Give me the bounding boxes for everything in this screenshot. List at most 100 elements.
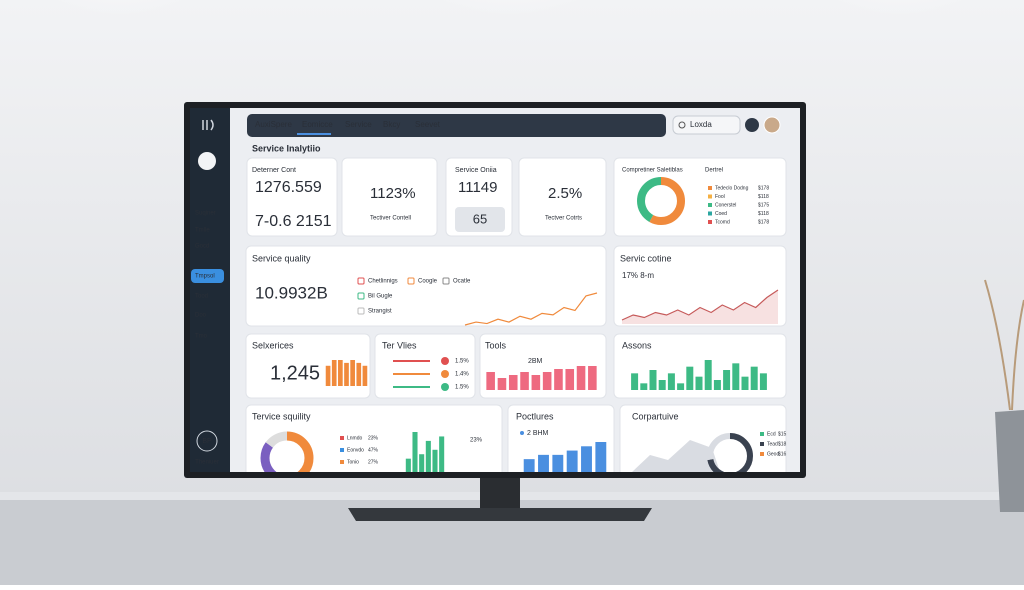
bar <box>759 373 767 390</box>
nav-active <box>297 133 331 135</box>
legend-label: Geod <box>767 451 779 457</box>
sidebar-item[interactable]: Tood <box>195 294 208 300</box>
slider-icon <box>441 370 449 378</box>
card-value: 7-0.6 2151 <box>255 213 332 230</box>
bar <box>419 454 425 472</box>
bar <box>552 454 564 472</box>
search-input[interactable]: Loxda <box>690 120 712 129</box>
sidebar-item[interactable]: Suqiner <box>195 211 216 217</box>
bar <box>432 449 438 472</box>
bar <box>520 372 529 390</box>
card-label: Tervice squility <box>252 411 311 421</box>
legend-label: Tonio <box>347 459 359 465</box>
legend-label: Coed <box>715 211 727 217</box>
card <box>613 245 787 327</box>
sidebar-item[interactable]: Tmpsol <box>195 274 215 280</box>
legend-label: Eonvdo <box>347 447 364 453</box>
bar <box>704 360 712 390</box>
legend-swatch <box>407 277 415 285</box>
sidebar-user-initials: BP <box>202 438 212 445</box>
bar <box>581 446 592 472</box>
card-value: 1,245 <box>270 362 320 384</box>
bar <box>667 373 675 390</box>
legend-swatch <box>340 460 344 464</box>
legend-value: $18 <box>778 441 787 447</box>
row-value: 1.5% <box>455 359 469 365</box>
bar <box>531 375 541 390</box>
bar <box>588 366 597 390</box>
bar <box>554 369 563 390</box>
card-value: 10.9932B <box>255 283 328 302</box>
page-title: Service Inalytiio <box>252 143 321 153</box>
legend-swatch <box>708 220 712 224</box>
bar <box>425 440 431 472</box>
legend-label: Ocatle <box>453 279 471 285</box>
legend-swatch <box>708 211 712 216</box>
nav-item[interactable]: Eomicce <box>302 120 333 129</box>
sidebar-item[interactable]: Tmlle <box>195 228 210 234</box>
legend-swatch <box>760 432 764 436</box>
bar <box>439 436 445 472</box>
search-button[interactable] <box>745 118 759 132</box>
legend-value: 27% <box>368 459 379 465</box>
sidebar-item[interactable]: Gocd <box>195 244 209 250</box>
search-icon <box>678 121 686 129</box>
top-bar <box>247 114 666 137</box>
card <box>341 157 438 237</box>
bar <box>497 378 507 390</box>
sidebar-user[interactable] <box>196 430 218 452</box>
badge-text: 65 <box>473 211 487 226</box>
card-label: Service quality <box>252 253 311 263</box>
nav-item[interactable]: AuxiSpere <box>255 120 292 129</box>
spotlight <box>10 0 230 90</box>
nav-item[interactable]: Bkcy <box>383 120 400 129</box>
line <box>621 289 779 321</box>
legend-swatch <box>442 277 450 285</box>
badge <box>455 207 505 232</box>
legend-label: Lnmdo <box>347 435 363 441</box>
card-label: Compretiner Saletiblas <box>622 168 683 174</box>
line <box>464 292 598 326</box>
bar <box>741 376 749 390</box>
logo <box>202 119 214 131</box>
card-filter[interactable]: Dertrel <box>705 168 723 174</box>
legend-value: $15 <box>778 431 787 437</box>
legend-label: Coogle <box>418 279 438 285</box>
row-value: 1.5% <box>455 385 469 391</box>
bar <box>405 458 411 472</box>
sidebar-avatar <box>198 152 216 170</box>
legend-swatch <box>708 203 712 207</box>
plant <box>984 279 1024 411</box>
bar <box>362 365 368 386</box>
area <box>632 440 720 472</box>
sidebar-footer: Theniuer <box>195 460 219 466</box>
bar <box>750 366 758 390</box>
bar <box>338 360 343 386</box>
bar <box>344 362 349 386</box>
card-value: 2.5% <box>548 185 582 202</box>
nav-item[interactable]: Service <box>345 120 372 129</box>
legend-swatch <box>357 292 365 300</box>
legend-label: Tedeclo Dodng <box>715 185 749 191</box>
card-caption: Tectver Cotrts <box>545 216 582 222</box>
sidebar-item[interactable]: Doo <box>195 313 207 319</box>
legend-dot <box>520 431 524 435</box>
card-label: Deterner Cont <box>252 167 296 174</box>
bar <box>538 454 549 472</box>
legend-swatch <box>760 452 764 456</box>
bar <box>542 372 552 390</box>
search-box <box>672 115 741 135</box>
bar <box>486 372 495 390</box>
bar <box>331 360 337 386</box>
user-avatar[interactable] <box>763 116 781 134</box>
card-label: Corpartuive <box>632 411 679 421</box>
card-value: 1276.559 <box>255 179 322 196</box>
legend-value: $118 <box>758 211 769 217</box>
sidebar-item[interactable]: Tmo <box>195 334 208 340</box>
legend-swatch <box>357 277 365 285</box>
nav-item[interactable]: Seevet <box>415 120 441 129</box>
card <box>245 245 607 327</box>
bar <box>566 450 578 472</box>
bar <box>576 366 586 390</box>
legend-value: $16 <box>778 451 787 457</box>
